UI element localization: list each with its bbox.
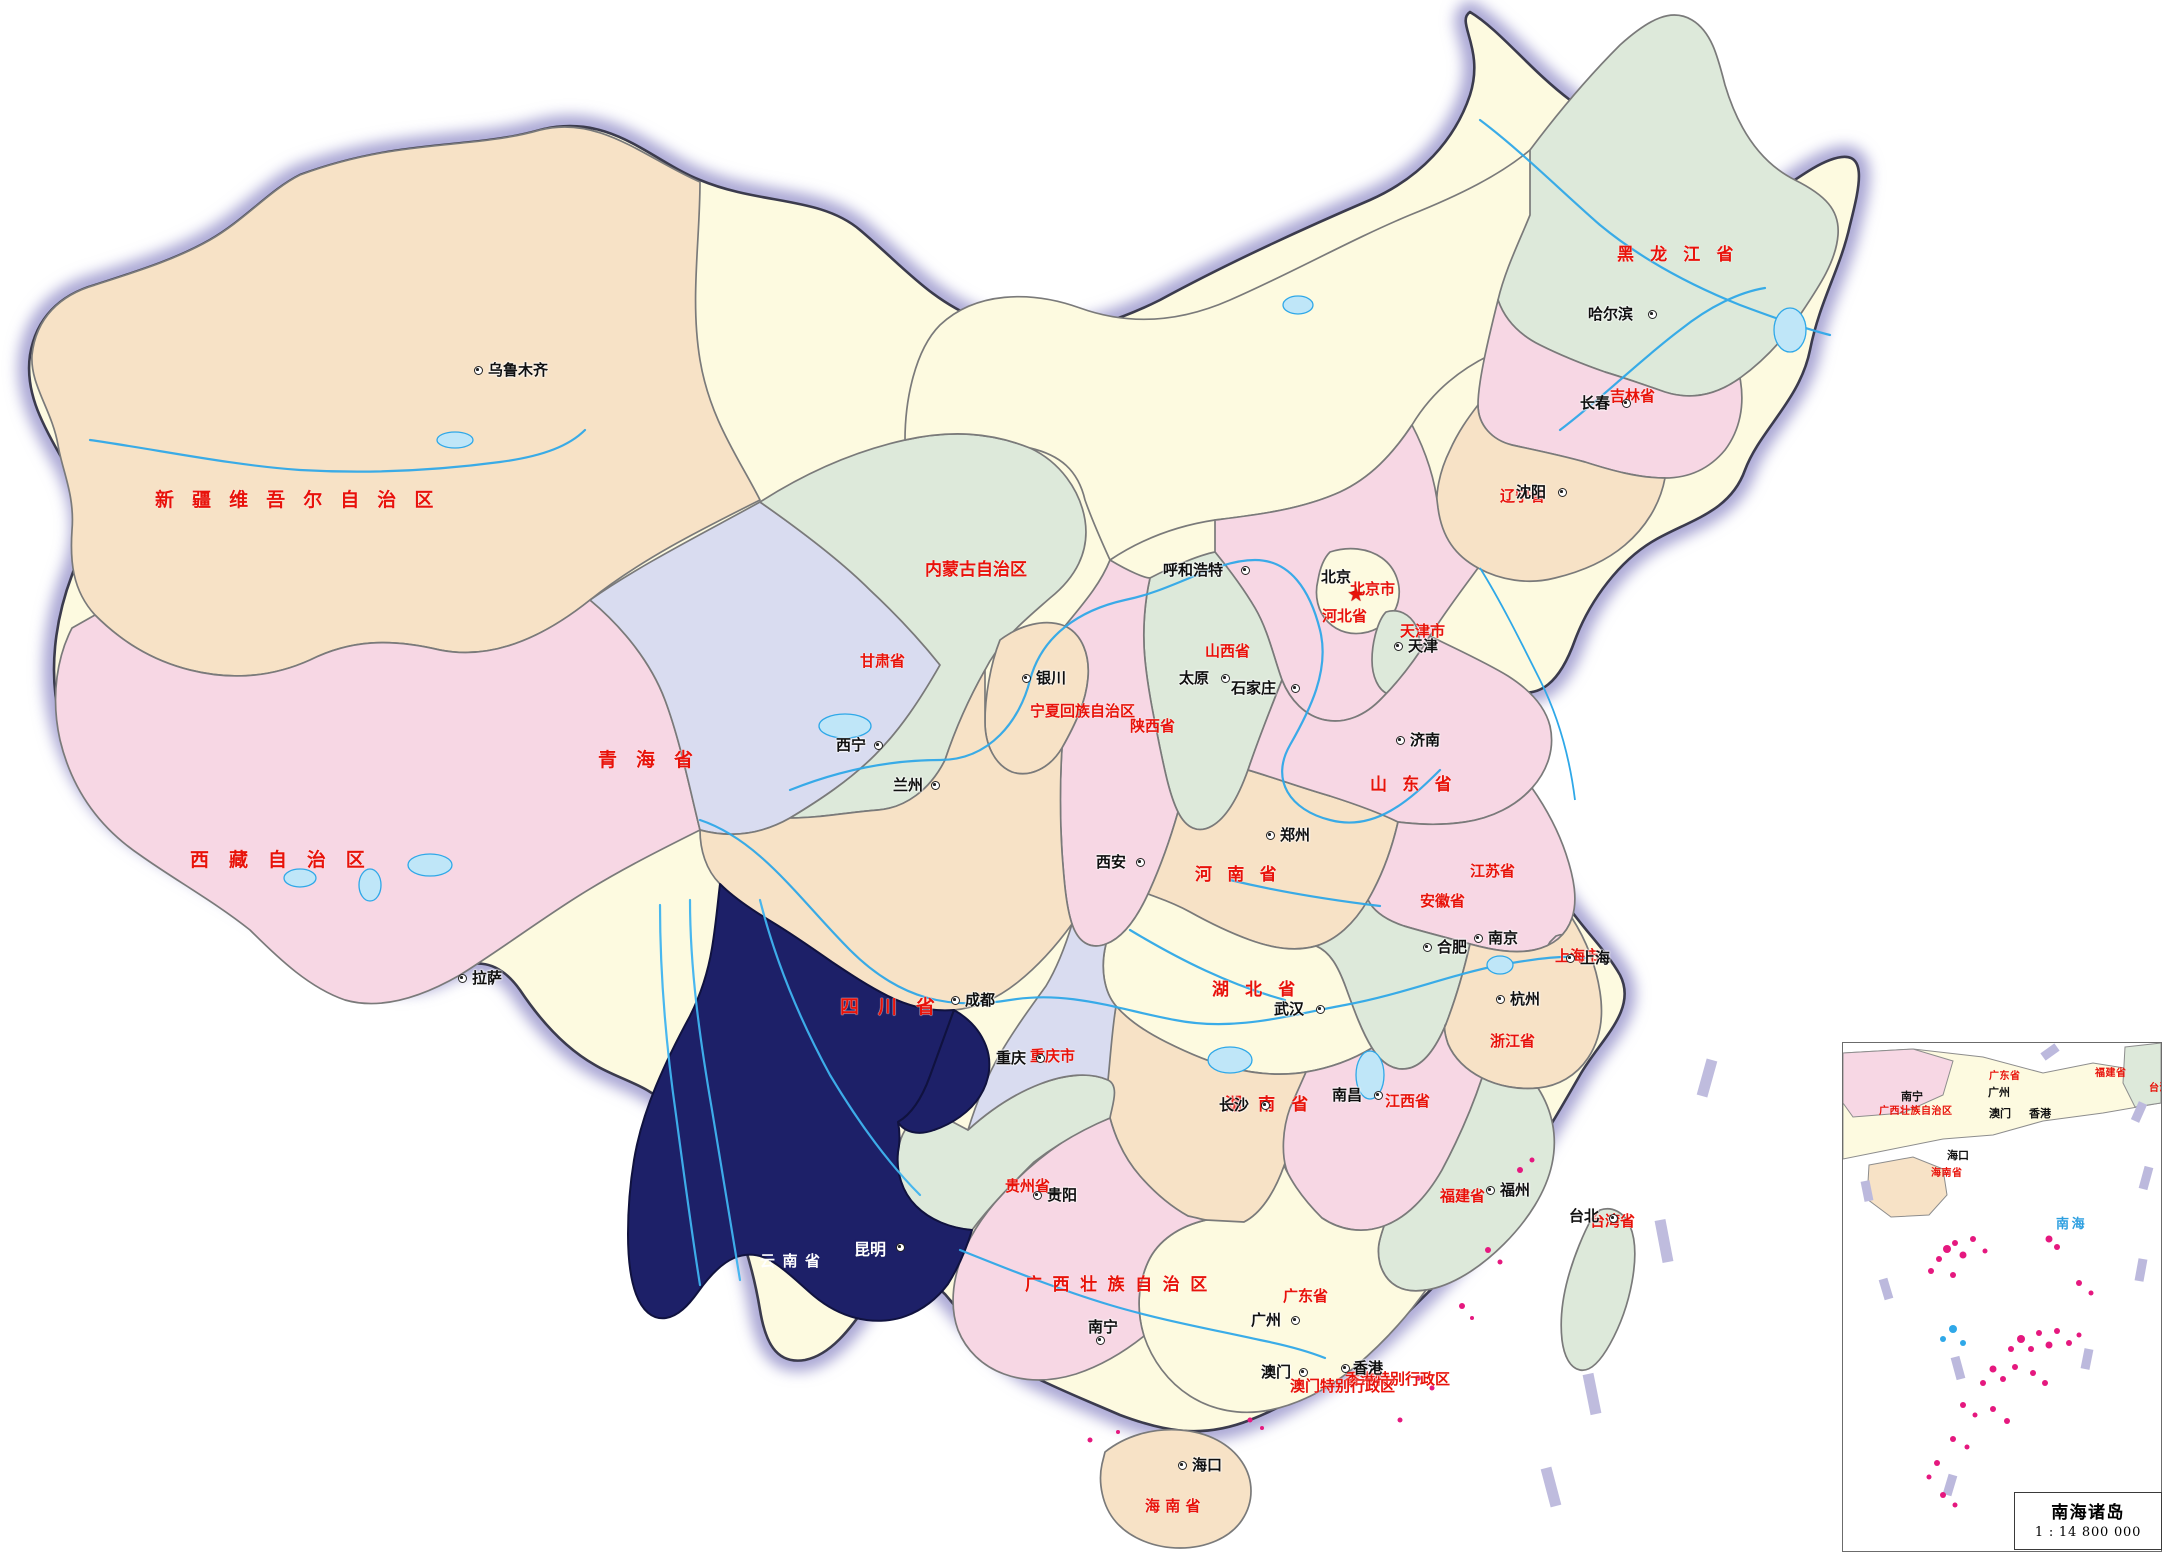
city-marker-icon (1621, 398, 1631, 408)
river-huai (1228, 878, 1382, 908)
city-marker-icon (1557, 487, 1567, 497)
inset-nine-dash-line (1860, 1043, 2154, 1497)
city-marker-icon (1495, 994, 1505, 1004)
province-liaoning[interactable] (1435, 404, 1666, 583)
inset-hainan (1866, 1156, 1948, 1218)
city-marker-icon (1395, 735, 1405, 745)
province-chongqing[interactable] (967, 923, 1117, 1131)
inset-fujian-taiwan (2122, 1043, 2161, 1108)
inset-sea-features (1940, 1325, 1966, 1346)
lake-poyang (1355, 1050, 1385, 1100)
river-nujiang (658, 903, 702, 1287)
city-marker-icon (1393, 641, 1403, 651)
river-han (1128, 928, 1287, 1002)
capital-star-icon: ★ (1347, 582, 1365, 606)
city-marker-icon (1373, 1090, 1383, 1100)
nine-dash-line-main (1540, 1058, 1718, 1508)
city-marker-icon (1608, 1213, 1618, 1223)
city-marker-icon (1290, 683, 1300, 693)
inset-legend: 南海诸岛 1 : 14 800 000 (2014, 1492, 2162, 1550)
lake-tibet-1 (283, 868, 317, 888)
south-china-sea-inset[interactable]: 南宁广西壮族自治区广州广东省澳门香港海口海南省台湾省福建省南海 (1842, 1042, 2162, 1552)
city-marker-icon (457, 973, 467, 983)
city-marker-icon (895, 1242, 905, 1252)
lake-hulun (1282, 295, 1314, 315)
city-marker-icon (1021, 673, 1031, 683)
city-marker-icon (1035, 1053, 1045, 1063)
inset-guangxi (1843, 1048, 1954, 1118)
lake-xingkai (1773, 307, 1807, 353)
city-marker-icon (1422, 942, 1432, 952)
province-tibet[interactable] (54, 599, 701, 1005)
city-marker-icon (1135, 857, 1145, 867)
inset-island-clusters (1926, 1235, 2094, 1508)
province-taiwan[interactable] (1560, 1207, 1636, 1372)
rivers-layer (88, 118, 1832, 1360)
city-marker-icon (1485, 1185, 1495, 1195)
city-marker-icon (1290, 1315, 1300, 1325)
river-songhua (1558, 286, 1767, 432)
city-marker-icon (1260, 1100, 1270, 1110)
province-fills (31, 14, 1839, 1549)
lake-tibet-2 (358, 868, 382, 902)
city-marker-icon (1240, 565, 1250, 575)
river-yellow (788, 558, 1442, 824)
sea-islands-main (1087, 1157, 1535, 1443)
city-marker-icon (1647, 309, 1657, 319)
lake-tibet-3 (407, 853, 453, 877)
city-marker-icon (1220, 673, 1230, 683)
province-hainan[interactable] (1099, 1428, 1252, 1549)
inset-legend-scale: 1 : 14 800 000 (2034, 1525, 2142, 1540)
lakes-layer (283, 295, 1807, 1100)
city-marker-icon (473, 365, 483, 375)
city-marker-icon (1473, 933, 1483, 943)
city-marker-icon (1095, 1335, 1105, 1345)
river-jinsha (758, 898, 922, 1197)
province-yunnan-lobe (897, 1009, 991, 1134)
province-guangxi[interactable] (952, 1117, 1207, 1381)
city-marker-icon (1565, 953, 1575, 963)
inset-legend-title: 南海诸岛 (2051, 1503, 2125, 1523)
province-yunnan-highlight[interactable] (627, 883, 973, 1322)
city-marker-icon (1265, 830, 1275, 840)
lake-dongting (1207, 1046, 1253, 1074)
coastline (1479, 567, 1576, 801)
river-pearl (958, 1248, 1327, 1360)
city-marker-icon (1315, 1004, 1325, 1014)
province-beijing[interactable] (1315, 547, 1401, 635)
city-marker-icon (1177, 1460, 1187, 1470)
city-marker-icon (1032, 1190, 1042, 1200)
city-marker-icon (950, 995, 960, 1005)
city-marker-icon (930, 780, 940, 790)
city-marker-icon (1298, 1367, 1308, 1377)
lake-taihu (1486, 955, 1514, 975)
lake-qinghai (818, 713, 872, 739)
city-marker-icon (1340, 1363, 1350, 1373)
river-lancang (688, 898, 742, 1282)
city-marker-icon (873, 740, 883, 750)
river-yangtze (698, 818, 1587, 1026)
inset-svg (1843, 1043, 2161, 1508)
lake-xinjiang (436, 431, 474, 449)
river-tarim (88, 428, 587, 473)
